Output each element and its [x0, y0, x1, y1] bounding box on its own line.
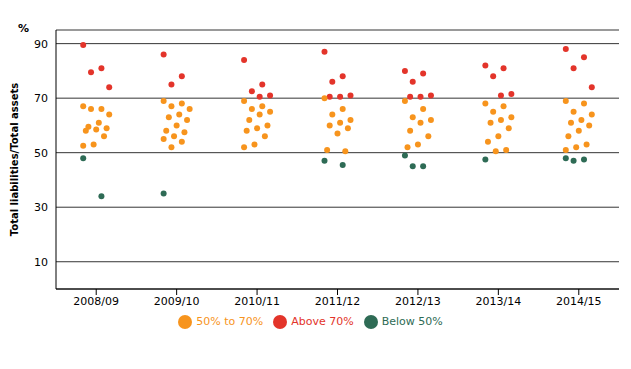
svg-text:2009/10: 2009/10 — [154, 295, 200, 308]
html-text:Above 70%: Above 70% — [291, 315, 354, 328]
svg-text:2013/14: 2013/14 — [476, 295, 522, 308]
svg-text:2014/15: 2014/15 — [556, 295, 602, 308]
svg-text:2008/09: 2008/09 — [73, 295, 119, 308]
svg-text:2011/12: 2011/12 — [315, 295, 361, 308]
svg-text:2012/13: 2012/13 — [395, 295, 441, 308]
svg-text:30: 30 — [34, 201, 48, 214]
svg-text:50: 50 — [34, 147, 48, 160]
svg-text:Total liabilities/Total assets: Total liabilities/Total assets — [9, 83, 20, 236]
html-text:Below 50%: Below 50% — [381, 315, 443, 328]
svg-text:2010/11: 2010/11 — [234, 295, 280, 308]
svg-text:90: 90 — [34, 38, 48, 51]
svg-text:70: 70 — [34, 92, 48, 105]
svg-text:10: 10 — [34, 256, 48, 269]
html-text:50% to 70%: 50% to 70% — [196, 315, 264, 328]
